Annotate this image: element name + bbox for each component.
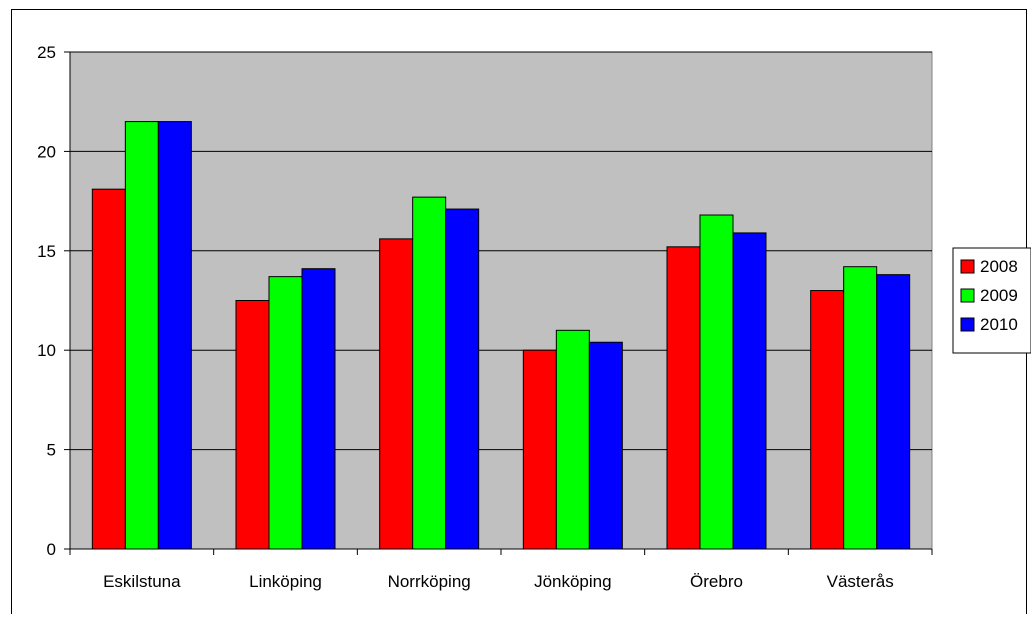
legend-swatch — [960, 317, 975, 332]
legend-label: 2009 — [980, 286, 1018, 305]
bar-2009-5 — [843, 266, 878, 550]
x-tick-label: Örebro — [690, 572, 743, 591]
bar-2008-4 — [666, 246, 701, 550]
bar-2010-1 — [301, 268, 336, 550]
bar-2010-3 — [588, 341, 623, 550]
bar-2009-0 — [124, 121, 159, 550]
y-tick-label: 5 — [47, 441, 56, 460]
bar-2008-0 — [91, 188, 126, 550]
bar-2010-4 — [732, 232, 767, 550]
bar-2009-3 — [555, 329, 590, 550]
y-tick-label: 10 — [37, 341, 56, 360]
gridlines — [70, 51, 932, 451]
legend-swatch — [960, 288, 975, 303]
y-tick-labels: 0 5 10 15 20 25 — [37, 43, 56, 559]
bar-2008-2 — [379, 238, 414, 550]
plot-area — [69, 51, 933, 550]
x-tick-labels: Eskilstuna Linköping Norrköping Jönköping Ör… — [103, 572, 894, 591]
bar-2008-5 — [810, 290, 845, 550]
y-tick-label: 25 — [37, 43, 56, 62]
y-tick-label: 0 — [47, 540, 56, 559]
bar-2010-0 — [157, 121, 192, 550]
bar-2009-1 — [268, 276, 303, 550]
bar-2008-1 — [235, 300, 270, 550]
bars — [91, 121, 911, 550]
axes — [64, 51, 933, 555]
x-tick-label: Jönköping — [534, 572, 612, 591]
x-tick-label: Linköping — [249, 572, 322, 591]
y-tick-label: 20 — [37, 142, 56, 161]
bar-2010-2 — [445, 208, 480, 550]
x-tick-label: Norrköping — [388, 572, 471, 591]
bar-2009-4 — [699, 214, 734, 550]
legend: 2008 2009 2010 — [952, 247, 1031, 354]
legend-label: 2008 — [980, 257, 1018, 276]
x-tick-label: Västerås — [827, 572, 894, 591]
legend-label: 2010 — [980, 315, 1018, 334]
legend-swatch — [960, 259, 975, 274]
bar-2008-3 — [522, 349, 557, 550]
bar-2010-5 — [876, 274, 911, 550]
y-tick-label: 15 — [37, 242, 56, 261]
x-tick-label: Eskilstuna — [103, 572, 181, 591]
bar-2009-2 — [412, 196, 447, 550]
